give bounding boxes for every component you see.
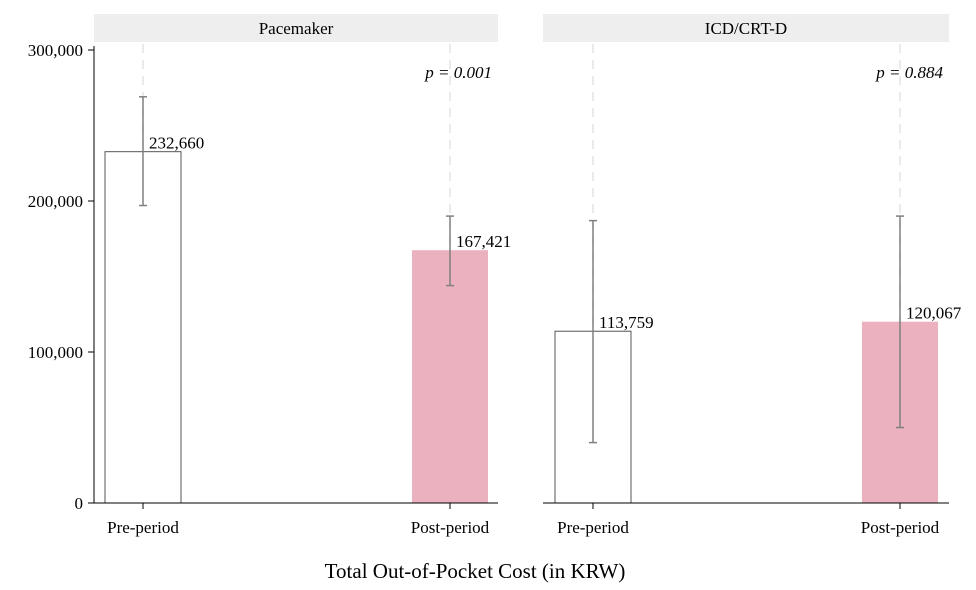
p-value-pacemaker: p = 0.001 xyxy=(424,63,492,82)
x-tick-label-icd-crt-d-0: Pre-period xyxy=(557,518,629,537)
y-tick-label-3: 300,000 xyxy=(28,41,83,60)
panel-title-icd-crt-d: ICD/CRT-D xyxy=(705,19,787,38)
data-label-icd-crt-d-pre: 113,759 xyxy=(599,313,654,332)
x-tick-label-pacemaker-0: Pre-period xyxy=(107,518,179,537)
x-axis-title: Total Out-of-Pocket Cost (in KRW) xyxy=(325,559,626,583)
bar-pacemaker-post xyxy=(412,250,488,503)
panel-strip-icd-crt-d xyxy=(543,14,949,42)
p-value-icd-crt-d: p = 0.884 xyxy=(875,63,943,82)
data-label-icd-crt-d-post: 120,067 xyxy=(906,304,962,323)
y-tick-label-0: 0 xyxy=(75,494,84,513)
y-tick-label-2: 200,000 xyxy=(28,192,83,211)
panel-title-pacemaker: Pacemaker xyxy=(259,19,334,38)
y-tick-label-1: 100,000 xyxy=(28,343,83,362)
data-label-pacemaker-pre: 232,660 xyxy=(149,134,204,153)
x-tick-label-pacemaker-1: Post-period xyxy=(411,518,490,537)
panel-strip-pacemaker xyxy=(94,14,498,42)
data-label-pacemaker-post: 167,421 xyxy=(456,232,511,251)
x-tick-label-icd-crt-d-1: Post-period xyxy=(861,518,940,537)
bar-pacemaker-pre xyxy=(104,151,182,504)
